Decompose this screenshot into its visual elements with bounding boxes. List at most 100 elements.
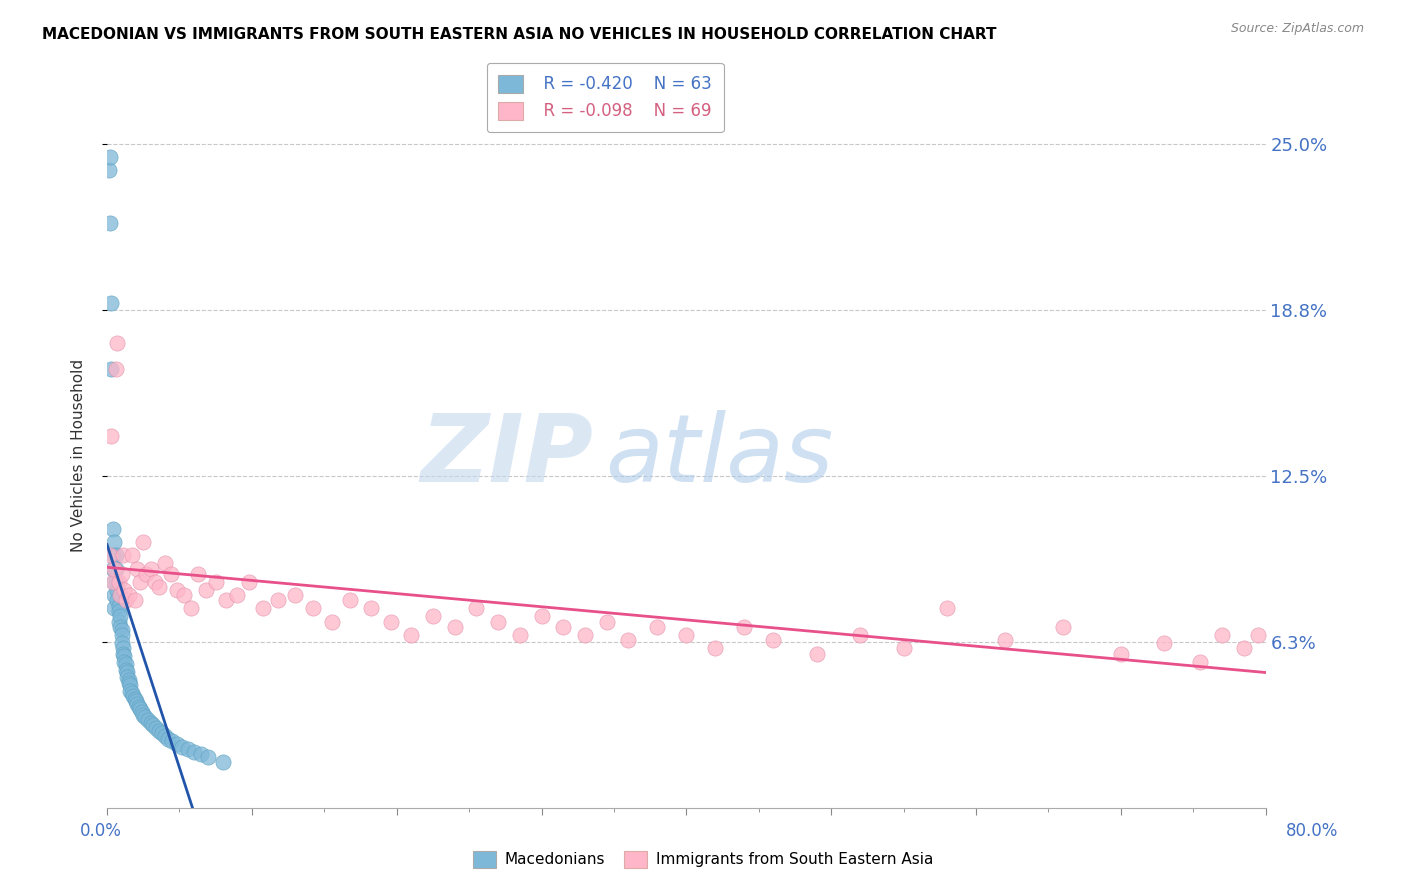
Point bbox=[675, 628, 697, 642]
Point bbox=[104, 561, 127, 575]
Point bbox=[122, 689, 145, 703]
Point bbox=[104, 574, 127, 589]
Point bbox=[118, 588, 141, 602]
Point bbox=[166, 737, 188, 751]
Point bbox=[103, 588, 125, 602]
Point bbox=[132, 535, 155, 549]
Point bbox=[733, 620, 755, 634]
Point bbox=[136, 713, 159, 727]
Point bbox=[443, 620, 465, 634]
Point bbox=[153, 556, 176, 570]
Point bbox=[118, 673, 141, 687]
Point bbox=[173, 588, 195, 602]
Point bbox=[1109, 647, 1132, 661]
Point bbox=[101, 574, 124, 589]
Point bbox=[108, 620, 131, 634]
Point bbox=[204, 574, 226, 589]
Point bbox=[100, 296, 122, 310]
Point bbox=[1247, 628, 1270, 642]
Point bbox=[215, 593, 238, 607]
Point bbox=[704, 641, 727, 656]
Point bbox=[121, 549, 143, 563]
Point bbox=[150, 726, 173, 740]
Point bbox=[103, 535, 125, 549]
Point bbox=[118, 675, 141, 690]
Text: Source: ZipAtlas.com: Source: ZipAtlas.com bbox=[1230, 22, 1364, 36]
Point bbox=[134, 710, 156, 724]
Point bbox=[110, 628, 132, 642]
Point bbox=[115, 657, 138, 672]
Point bbox=[267, 593, 290, 607]
Point bbox=[180, 601, 202, 615]
Point bbox=[101, 561, 124, 575]
Point bbox=[339, 593, 361, 607]
Point bbox=[124, 593, 146, 607]
Point bbox=[806, 647, 828, 661]
Point bbox=[98, 150, 121, 164]
Point bbox=[360, 601, 382, 615]
Point bbox=[1189, 655, 1212, 669]
Point bbox=[98, 216, 121, 230]
Point bbox=[380, 615, 402, 629]
Point bbox=[100, 362, 122, 376]
Point bbox=[509, 628, 531, 642]
Point bbox=[145, 721, 167, 735]
Point bbox=[177, 742, 200, 756]
Text: 0.0%: 0.0% bbox=[80, 822, 122, 840]
Point bbox=[574, 628, 596, 642]
Point bbox=[105, 582, 128, 597]
Point bbox=[553, 620, 575, 634]
Point bbox=[97, 163, 120, 178]
Point bbox=[128, 699, 150, 714]
Point bbox=[187, 566, 209, 581]
Point bbox=[104, 362, 127, 376]
Point bbox=[101, 549, 124, 563]
Point bbox=[108, 588, 131, 602]
Point bbox=[110, 623, 132, 637]
Point bbox=[465, 601, 488, 615]
Point bbox=[114, 655, 136, 669]
Legend:   R = -0.420    N = 63,   R = -0.098    N = 69: R = -0.420 N = 63, R = -0.098 N = 69 bbox=[486, 62, 724, 132]
Point bbox=[166, 582, 188, 597]
Point bbox=[238, 574, 260, 589]
Point bbox=[120, 678, 142, 692]
Point bbox=[321, 615, 343, 629]
Point bbox=[100, 429, 122, 443]
Point bbox=[197, 750, 219, 764]
Point bbox=[143, 574, 166, 589]
Point bbox=[107, 604, 129, 618]
Point bbox=[103, 574, 125, 589]
Point bbox=[936, 601, 959, 615]
Point bbox=[120, 683, 142, 698]
Point bbox=[212, 756, 235, 770]
Point bbox=[127, 561, 149, 575]
Point bbox=[994, 633, 1017, 648]
Text: ZIP: ZIP bbox=[420, 409, 593, 501]
Point bbox=[115, 663, 138, 677]
Point bbox=[105, 593, 128, 607]
Point bbox=[107, 599, 129, 613]
Point bbox=[172, 739, 194, 754]
Point bbox=[252, 601, 274, 615]
Point bbox=[111, 549, 134, 563]
Point bbox=[486, 615, 509, 629]
Point bbox=[647, 620, 669, 634]
Legend: Macedonians, Immigrants from South Eastern Asia: Macedonians, Immigrants from South Easte… bbox=[467, 845, 939, 873]
Point bbox=[148, 580, 170, 594]
Point bbox=[153, 729, 176, 743]
Point bbox=[117, 665, 139, 680]
Point bbox=[98, 549, 121, 563]
Point bbox=[1052, 620, 1074, 634]
Point bbox=[190, 747, 212, 762]
Point bbox=[159, 566, 181, 581]
Point bbox=[762, 633, 785, 648]
Point bbox=[422, 609, 444, 624]
Point bbox=[849, 628, 872, 642]
Point bbox=[162, 734, 184, 748]
Point bbox=[131, 705, 153, 719]
Point bbox=[110, 636, 132, 650]
Point bbox=[111, 641, 134, 656]
Point bbox=[399, 628, 422, 642]
Point bbox=[114, 582, 136, 597]
Point bbox=[596, 615, 619, 629]
